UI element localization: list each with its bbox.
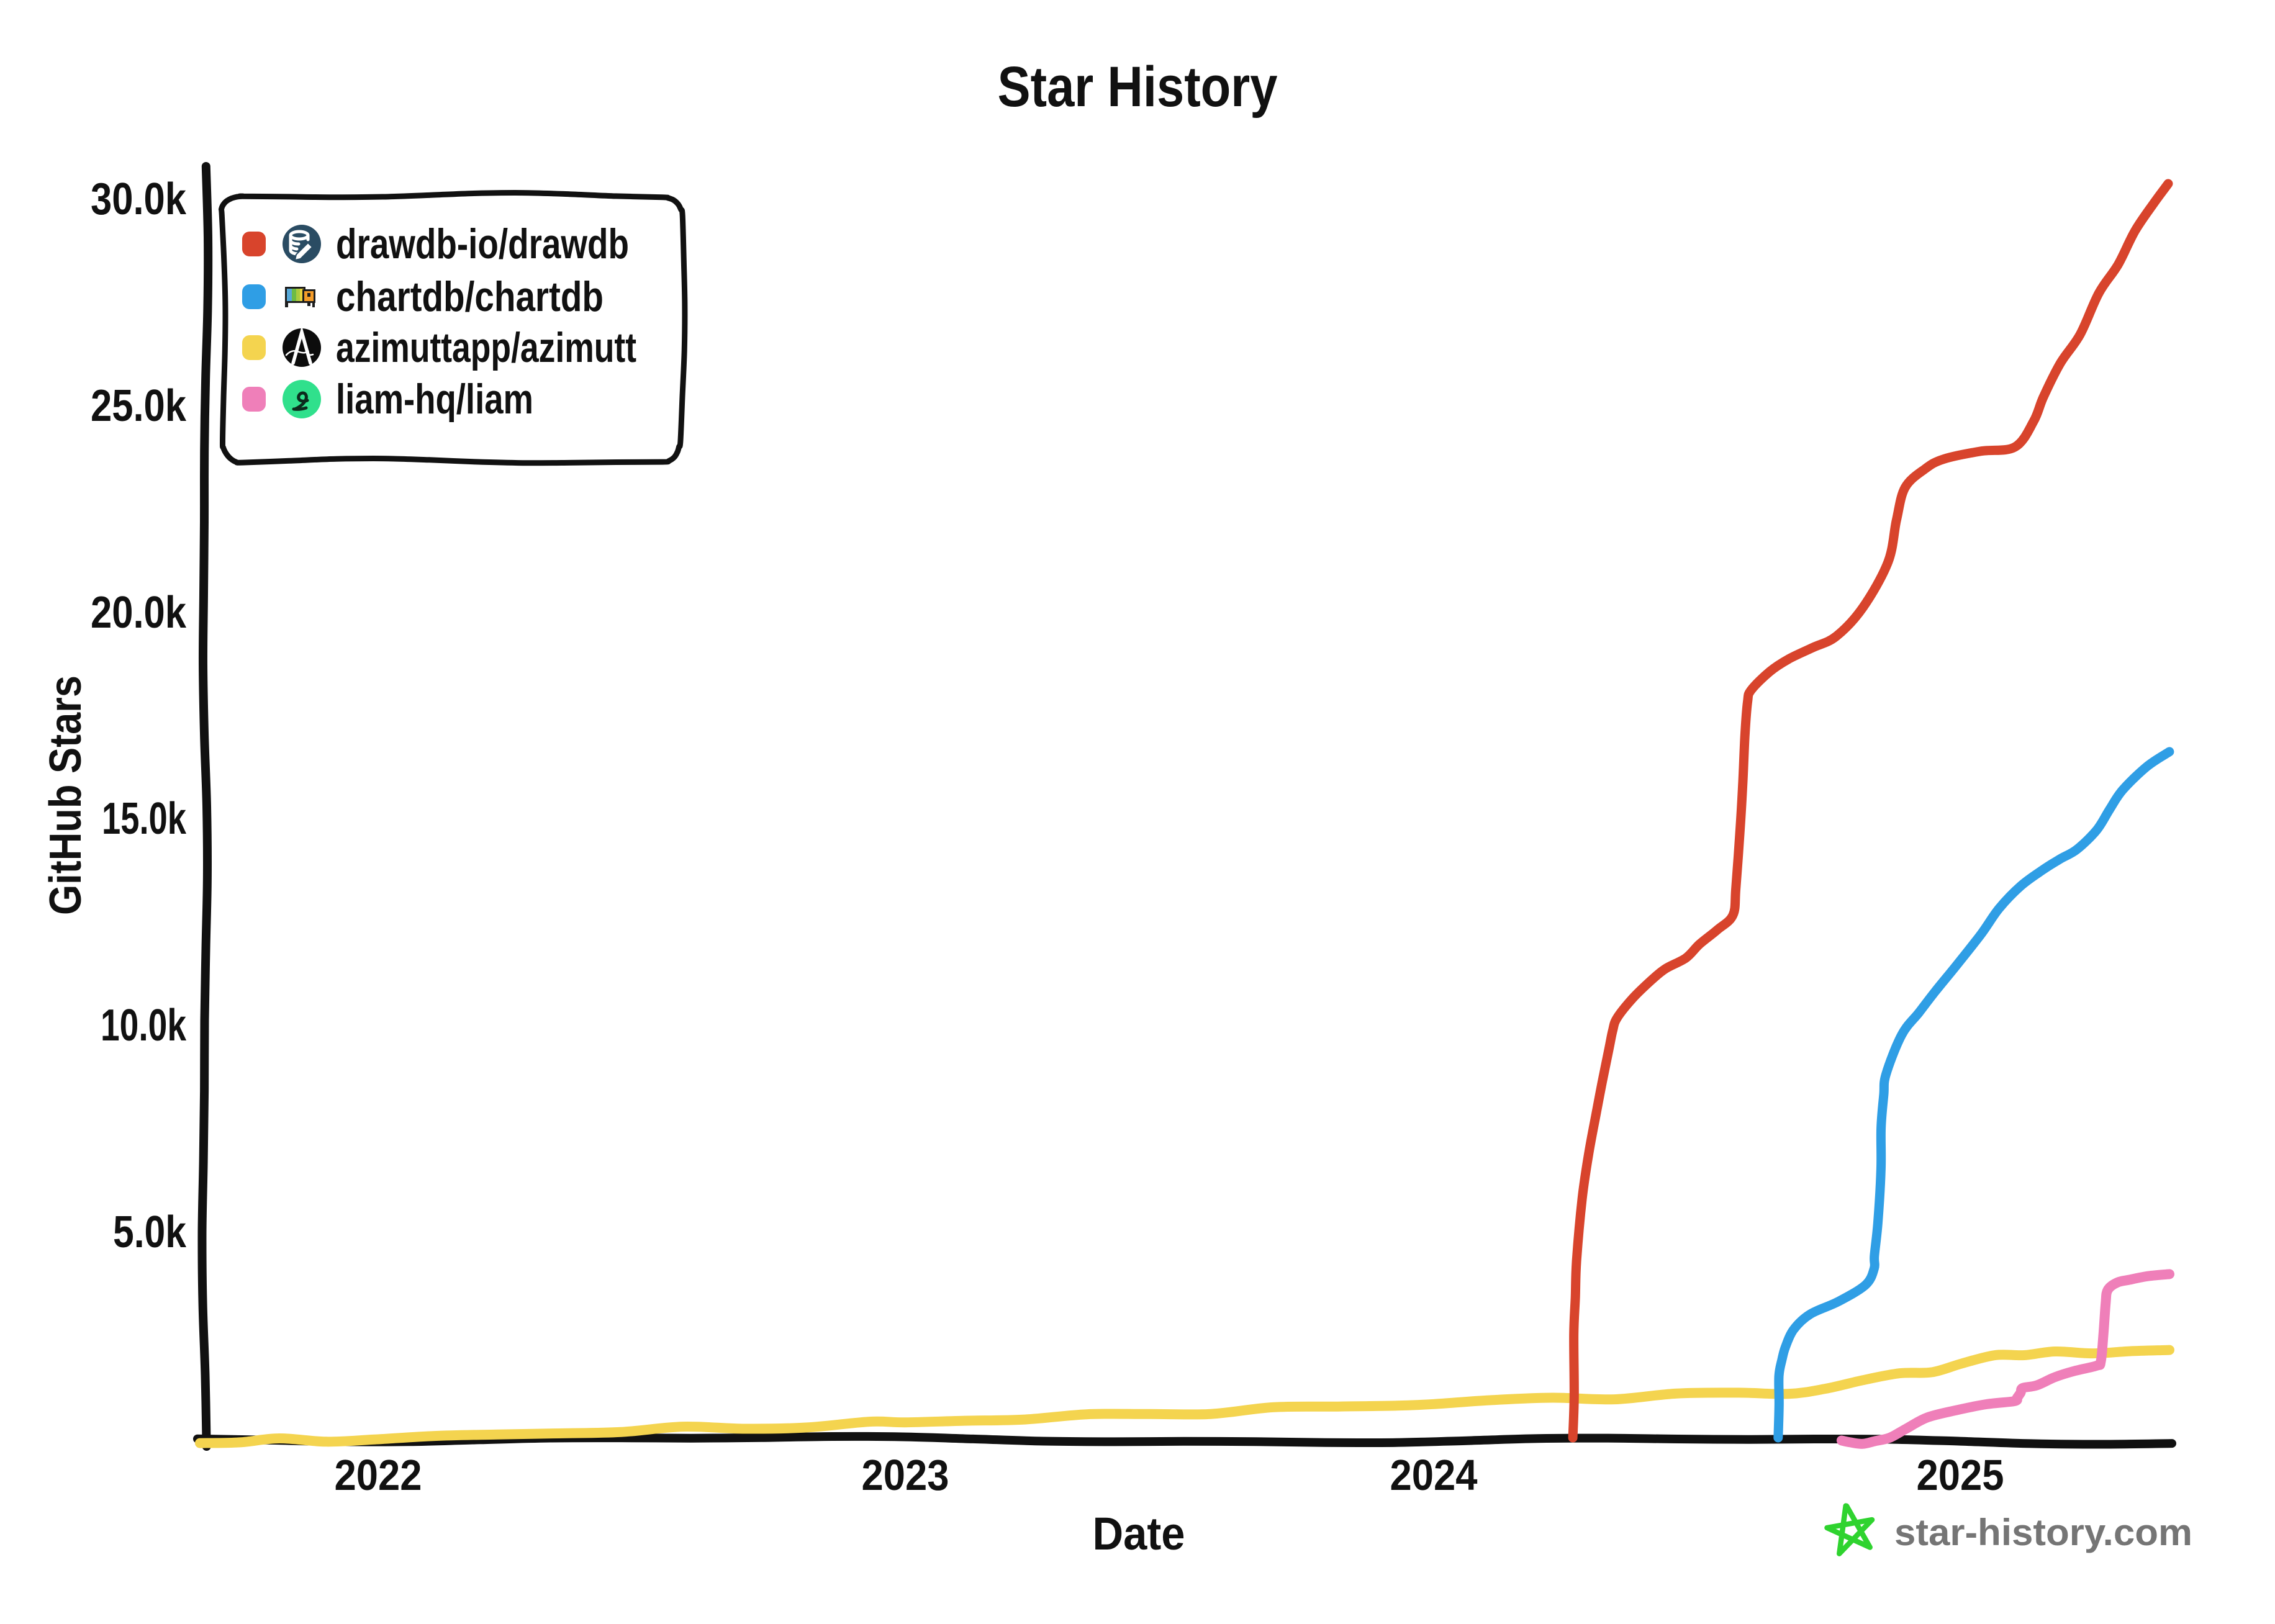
svg-text:star-history.com: star-history.com [1894, 1512, 2192, 1553]
svg-text:Star History: Star History [998, 55, 1278, 119]
svg-text:2023: 2023 [862, 1451, 949, 1499]
svg-text:drawdb-io/drawdb: drawdb-io/drawdb [336, 220, 629, 268]
svg-text:Date: Date [1093, 1508, 1185, 1559]
svg-text:15.0k: 15.0k [102, 794, 187, 844]
svg-text:30.0k: 30.0k [91, 174, 187, 224]
svg-text:azimuttapp/azimutt: azimuttapp/azimutt [336, 324, 636, 371]
svg-text:GitHub Stars: GitHub Stars [41, 675, 91, 915]
svg-text:2024: 2024 [1390, 1451, 1478, 1499]
svg-text:2022: 2022 [335, 1451, 422, 1499]
svg-text:20.0k: 20.0k [91, 588, 187, 638]
svg-text:liam-hq/liam: liam-hq/liam [336, 376, 533, 423]
svg-text:2025: 2025 [1917, 1451, 2004, 1499]
svg-text:5.0k: 5.0k [113, 1207, 187, 1257]
svg-text:25.0k: 25.0k [91, 381, 187, 431]
svg-text:10.0k: 10.0k [101, 1001, 187, 1050]
svg-text:chartdb/chartdb: chartdb/chartdb [336, 273, 604, 320]
